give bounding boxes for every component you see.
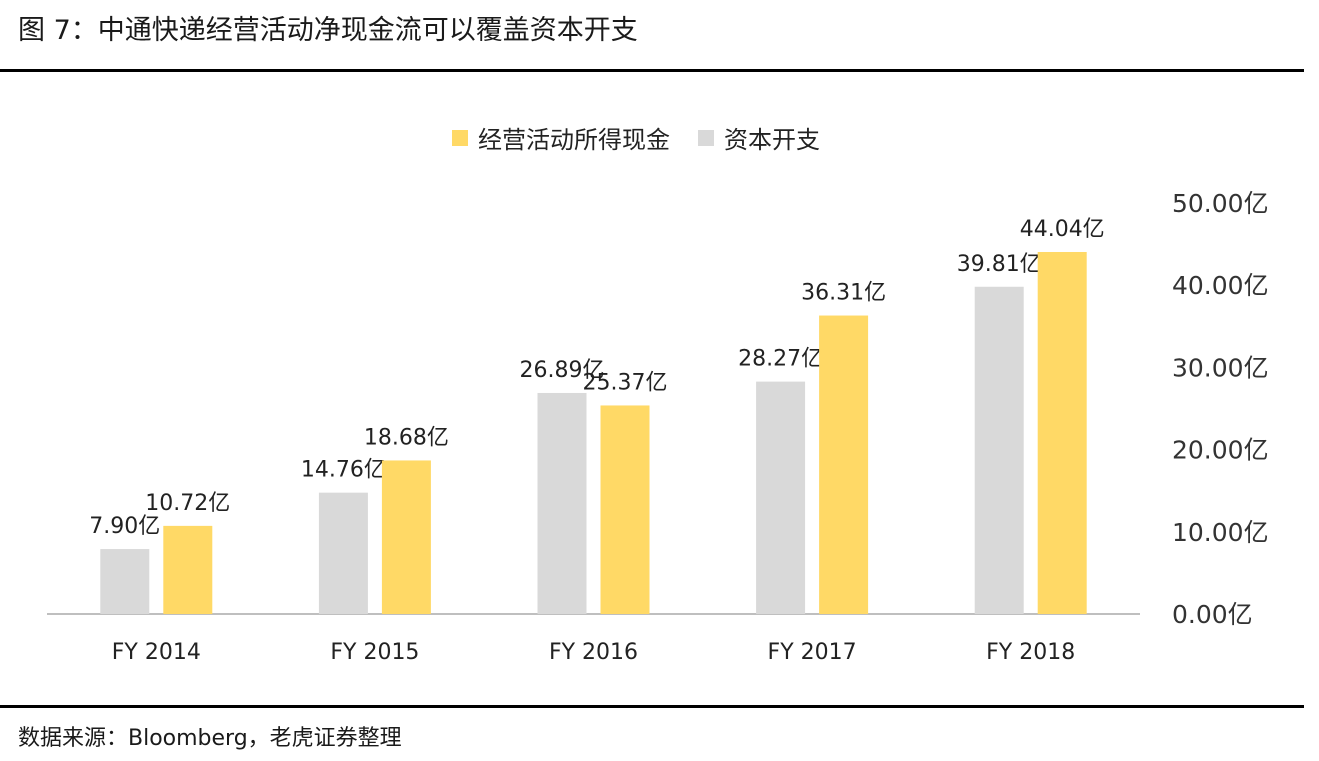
x-tick-label: FY 2014 [112,640,201,665]
bar [163,525,213,614]
legend-swatch-capex [698,129,714,146]
y-tick-label: 50.00亿 [1172,189,1269,218]
bar [100,549,150,614]
bar [381,460,431,614]
bar [819,315,869,614]
legend-swatch-operating-cash [452,129,468,146]
data-label: 25.37亿 [583,370,668,395]
chart-legend: 经营活动所得现金 资本开支 [452,120,848,155]
y-tick-label: 30.00亿 [1172,353,1269,382]
bar [537,392,587,614]
bar [318,492,368,614]
bar [600,405,650,614]
data-label: 26.89亿 [520,358,605,383]
x-tick-label: FY 2016 [549,640,638,665]
data-label: 36.31亿 [801,281,886,306]
data-label: 39.81亿 [957,252,1042,277]
x-tick-label: FY 2015 [330,640,419,665]
source-note: 数据来源：Bloomberg，老虎证券整理 [18,726,402,751]
bar [756,381,806,614]
data-label: 7.90亿 [89,514,160,539]
y-tick-label: 0.00亿 [1172,600,1253,629]
x-tick-label: FY 2017 [768,640,857,665]
legend-item-operating-cash: 经营活动所得现金 [452,120,670,155]
data-label: 10.72亿 [145,491,230,516]
y-tick-label: 40.00亿 [1172,271,1269,300]
legend-item-capex: 资本开支 [698,120,820,155]
legend-label-capex: 资本开支 [724,126,820,154]
data-label: 14.76亿 [301,458,386,483]
legend-label-operating-cash: 经营活动所得现金 [478,126,670,154]
data-label: 28.27亿 [738,347,823,372]
bar [1037,251,1087,614]
data-label: 44.04亿 [1020,217,1105,242]
figure-title: 图 7：中通快递经营活动净现金流可以覆盖资本开支 [18,15,638,46]
data-label: 18.68亿 [364,425,449,450]
bar-chart: 0.00亿 10.00亿 20.00亿 30.00亿 40.00亿 50.00亿 7.90亿… [47,189,1269,665]
y-tick-label: 20.00亿 [1172,436,1269,465]
bar [974,286,1024,614]
y-tick-label: 10.00亿 [1172,518,1269,547]
top-rule [0,69,1304,72]
bottom-rule [0,705,1304,708]
x-tick-label: FY 2018 [986,640,1075,665]
